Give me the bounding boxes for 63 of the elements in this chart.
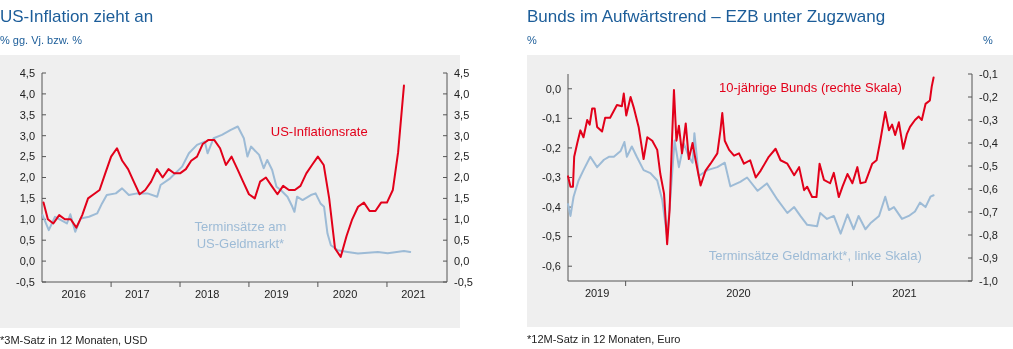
text: *12M-Satz in 12 Monaten, Euro <box>527 333 681 345</box>
y2-tick-label: -1,0 <box>979 274 998 287</box>
x-tick-label: 2019 <box>264 288 289 300</box>
line-series <box>42 84 405 258</box>
y-tick-label: 0,5 <box>19 234 35 247</box>
y-tick-label: 1,0 <box>19 213 35 226</box>
x-tick-label: 2020 <box>726 287 751 299</box>
y2-tick-label: 3,5 <box>454 108 470 121</box>
x-tick-label: 2017 <box>125 288 150 300</box>
series-label: 10-jährige Bunds (rechte Skala) <box>718 79 902 95</box>
y2-tick-label: -0,2 <box>979 90 998 103</box>
x-tick-label: 2021 <box>401 288 426 300</box>
line-series <box>567 76 935 246</box>
text: Terminsätze Geldmarkt*, linke Skala) <box>708 248 922 264</box>
y2-tick-label: -0,6 <box>979 182 998 195</box>
y-tick-label: -0,4 <box>542 200 561 213</box>
y-tick-label: 2,0 <box>19 171 35 184</box>
y2-tick-label: 3,0 <box>454 129 470 142</box>
series-label: Terminsätze am US-Geldmarkt* <box>194 218 287 251</box>
y-tick-label: 2,5 <box>19 150 35 163</box>
y-tick-label: 0,0 <box>545 82 561 95</box>
y-tick-label: 3,5 <box>19 108 35 121</box>
x-tick-label: 2016 <box>61 288 86 300</box>
y2-tick-label: -0,9 <box>979 251 998 264</box>
y2-tick-label: -0,5 <box>454 275 473 288</box>
y-tick-label: -0,5 <box>16 275 35 288</box>
y-tick-label: -0,6 <box>542 260 561 273</box>
y-tick-label: 0,0 <box>19 254 35 267</box>
y2-tick-label: -0,4 <box>979 136 998 149</box>
line-series <box>41 125 412 255</box>
y-tick-label: 1,5 <box>19 192 35 205</box>
y-tick-label: -0,2 <box>542 141 561 154</box>
y2-tick-label: -0,7 <box>979 205 998 218</box>
text: *3M-Satz in 12 Monaten, USD <box>0 334 148 346</box>
y2-tick-label: 4,0 <box>454 87 470 100</box>
y2-tick-label: -0,5 <box>979 159 998 172</box>
y-axis-title: % gg. Vj. bzw. % <box>0 34 83 46</box>
y2-tick-label: 0,0 <box>454 254 470 267</box>
line-series <box>567 132 935 238</box>
y2-tick-label: -0,3 <box>979 113 998 126</box>
y2-tick-label: 0,5 <box>454 234 470 247</box>
y-tick-label: 3,0 <box>19 129 35 142</box>
x-tick-label: 2021 <box>892 287 917 299</box>
y2-tick-label: 1,0 <box>454 213 470 226</box>
y-tick-label: 4,0 <box>19 87 35 100</box>
y2-tick-label: -0,8 <box>979 228 998 241</box>
x-tick-label: 2018 <box>194 288 220 300</box>
y-tick-label: 4,5 <box>19 66 35 79</box>
y-tick-label: -0,1 <box>542 112 561 125</box>
y2-tick-label: 4,5 <box>454 66 470 79</box>
series-label: US-Inflationsrate <box>270 123 368 139</box>
chart-title: Bunds im Aufwärtstrend – EZB unter Zugzwang <box>527 7 886 26</box>
chart-title: US-Inflation zieht an <box>0 7 154 26</box>
y2-tick-label: 1,5 <box>454 192 470 205</box>
y2-tick-label: -0,1 <box>979 67 998 80</box>
y2-tick-label: 2,5 <box>454 150 470 163</box>
y-axis-title: % <box>527 34 537 46</box>
y-tick-label: -0,5 <box>542 230 561 243</box>
y2-tick-label: 2,0 <box>454 171 470 184</box>
y2-axis-title: % <box>983 34 994 46</box>
y-tick-label: -0,3 <box>542 171 561 184</box>
x-tick-label: 2019 <box>584 287 610 299</box>
x-tick-label: 2020 <box>332 288 358 300</box>
